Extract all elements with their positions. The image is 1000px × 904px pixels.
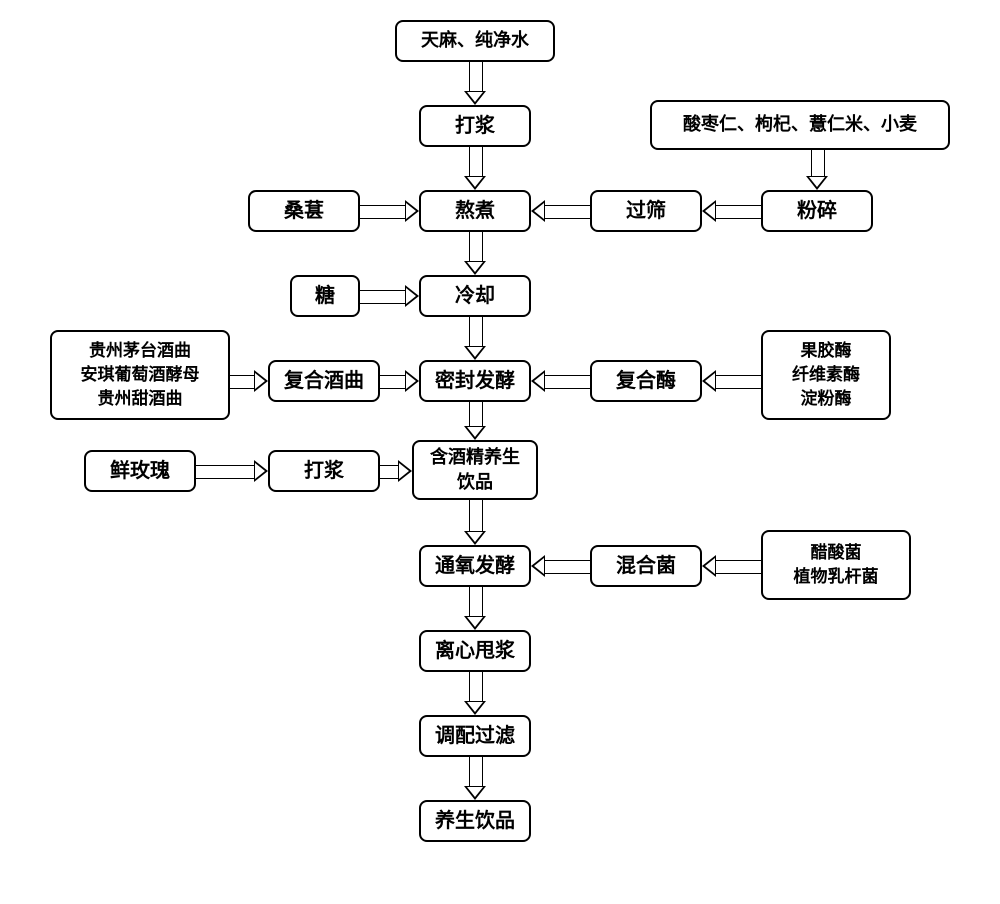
arrow-down xyxy=(464,147,486,190)
arrow-right xyxy=(230,370,268,392)
node-label: 贵州茅台酒曲 安琪葡萄酒酵母 贵州甜酒曲 xyxy=(81,339,200,410)
node-n9: 冷却 xyxy=(419,275,531,317)
node-label: 混合菌 xyxy=(616,552,676,580)
arrow-left xyxy=(702,200,761,222)
arrow-left xyxy=(531,555,590,577)
arrow-right xyxy=(380,370,419,392)
arrow-down xyxy=(464,317,486,360)
arrow-left xyxy=(702,370,761,392)
node-n15: 鲜玫瑰 xyxy=(84,450,196,492)
node-n4: 桑葚 xyxy=(248,190,360,232)
node-n23: 养生饮品 xyxy=(419,800,531,842)
arrow-left xyxy=(531,370,590,392)
arrow-down xyxy=(464,672,486,715)
node-label: 桑葚 xyxy=(284,197,324,225)
arrow-right xyxy=(380,460,412,482)
node-label: 离心甩浆 xyxy=(435,637,515,665)
arrow-right xyxy=(196,460,268,482)
node-label: 打浆 xyxy=(304,457,344,485)
node-n1: 天麻、纯净水 xyxy=(395,20,555,62)
node-label: 通氧发酵 xyxy=(435,552,515,580)
node-n13: 复合酶 xyxy=(590,360,702,402)
arrow-down xyxy=(464,402,486,440)
node-n17: 含酒精养生 饮品 xyxy=(412,440,538,500)
node-label: 打浆 xyxy=(455,112,495,140)
node-label: 熬煮 xyxy=(455,197,495,225)
arrow-left xyxy=(702,555,761,577)
node-n5: 熬煮 xyxy=(419,190,531,232)
node-label: 冷却 xyxy=(455,282,495,310)
node-label: 粉碎 xyxy=(797,197,837,225)
node-label: 糖 xyxy=(315,282,335,310)
arrow-down xyxy=(464,62,486,105)
node-label: 过筛 xyxy=(626,197,666,225)
node-label: 养生饮品 xyxy=(435,807,515,835)
arrow-down xyxy=(464,232,486,275)
node-n12: 密封发酵 xyxy=(419,360,531,402)
node-label: 酸枣仁、枸杞、薏仁米、小麦 xyxy=(683,112,917,137)
arrow-left xyxy=(531,200,590,222)
node-n22: 调配过滤 xyxy=(419,715,531,757)
node-label: 天麻、纯净水 xyxy=(421,28,529,53)
node-label: 复合酶 xyxy=(616,367,676,395)
node-label: 醋酸菌 植物乳杆菌 xyxy=(794,541,879,589)
node-n19: 混合菌 xyxy=(590,545,702,587)
node-label: 含酒精养生 饮品 xyxy=(430,445,520,495)
node-n18: 通氧发酵 xyxy=(419,545,531,587)
node-n7: 粉碎 xyxy=(761,190,873,232)
node-label: 复合酒曲 xyxy=(284,367,364,395)
node-n20: 醋酸菌 植物乳杆菌 xyxy=(761,530,911,600)
arrow-down xyxy=(464,587,486,630)
node-n6: 过筛 xyxy=(590,190,702,232)
arrow-down xyxy=(464,500,486,545)
node-label: 鲜玫瑰 xyxy=(110,457,170,485)
node-label: 调配过滤 xyxy=(435,722,515,750)
node-n11: 复合酒曲 xyxy=(268,360,380,402)
arrow-down xyxy=(464,757,486,800)
node-n2: 打浆 xyxy=(419,105,531,147)
flowchart-canvas: 天麻、纯净水打浆酸枣仁、枸杞、薏仁米、小麦桑葚熬煮过筛粉碎糖冷却贵州茅台酒曲 安… xyxy=(0,0,1000,904)
node-label: 果胶酶 纤维素酶 淀粉酶 xyxy=(792,339,860,410)
node-n16: 打浆 xyxy=(268,450,380,492)
arrow-down xyxy=(806,150,828,190)
node-n8: 糖 xyxy=(290,275,360,317)
arrow-right xyxy=(360,200,419,222)
node-n3: 酸枣仁、枸杞、薏仁米、小麦 xyxy=(650,100,950,150)
node-n10: 贵州茅台酒曲 安琪葡萄酒酵母 贵州甜酒曲 xyxy=(50,330,230,420)
node-n21: 离心甩浆 xyxy=(419,630,531,672)
arrow-right xyxy=(360,285,419,307)
node-n14: 果胶酶 纤维素酶 淀粉酶 xyxy=(761,330,891,420)
node-label: 密封发酵 xyxy=(435,367,515,395)
